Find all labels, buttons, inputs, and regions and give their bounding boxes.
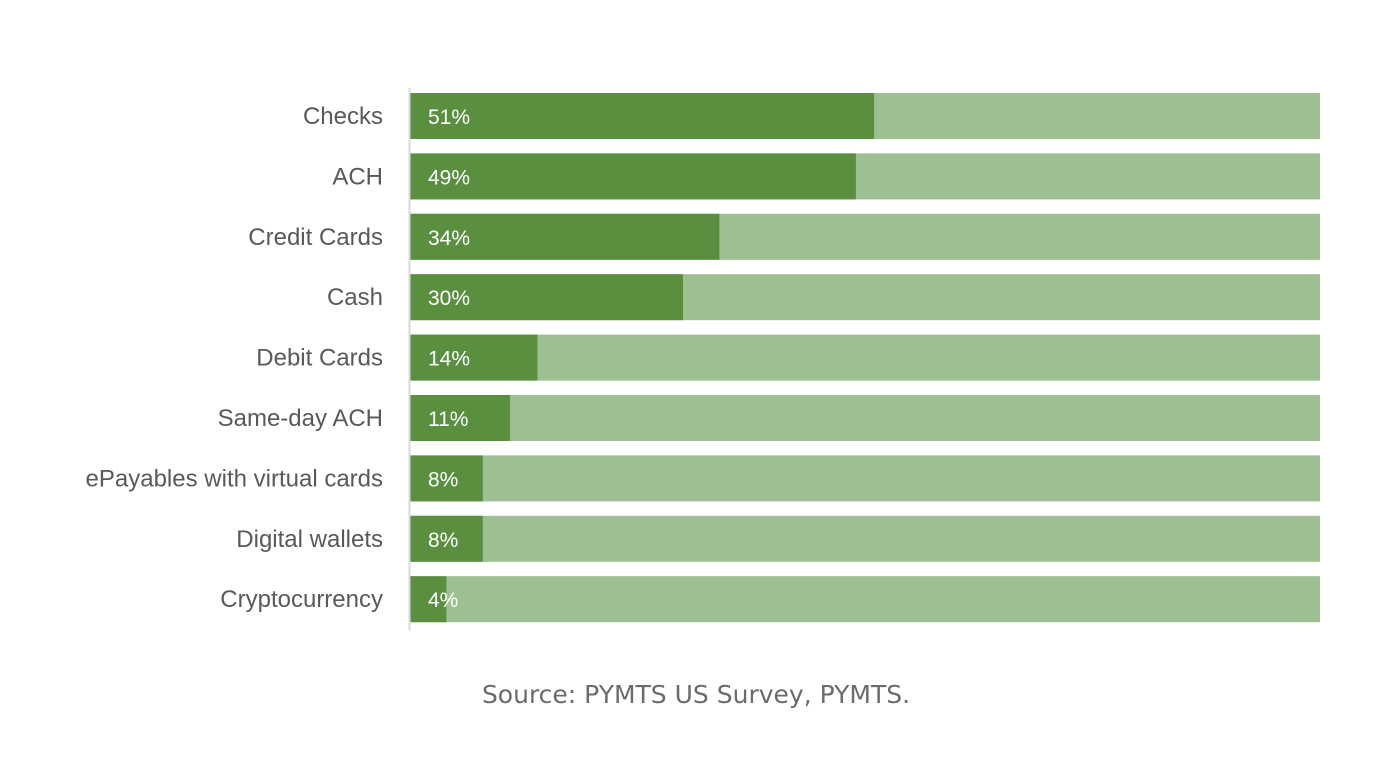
category-label: Debit Cards [256, 345, 383, 372]
bar [410, 576, 447, 623]
bar-remainder [410, 515, 1320, 562]
bar-remainder [410, 395, 1320, 441]
bar [410, 213, 720, 260]
category-label: Credit Cards [248, 224, 383, 251]
bar [410, 515, 483, 562]
category-label: Cryptocurrency [220, 586, 383, 613]
category-label: ePayables with virtual cards [86, 465, 383, 492]
data-label: 8% [428, 529, 458, 552]
category-label: ACH [332, 163, 383, 190]
data-label: 4% [428, 589, 458, 612]
bar [410, 455, 483, 502]
bar-remainder [410, 455, 1320, 502]
category-label: Checks [303, 103, 383, 130]
bar [410, 153, 856, 200]
bar-remainder [410, 576, 1320, 623]
category-label: Cash [327, 284, 383, 311]
data-label: 49% [428, 166, 470, 189]
data-label: 11% [428, 408, 468, 431]
bar [410, 93, 875, 139]
data-label: 14% [428, 348, 470, 371]
bar-remainder [410, 334, 1320, 381]
bar [410, 395, 511, 441]
data-label: 30% [428, 287, 470, 310]
category-label: Digital wallets [236, 526, 383, 553]
source-note: Source: PYMTS US Survey, PYMTS. [481, 680, 911, 709]
bar [410, 334, 538, 381]
category-label: Same-day ACH [218, 405, 383, 432]
data-label: 8% [428, 468, 458, 491]
bar [410, 274, 683, 321]
data-label: 51% [428, 106, 470, 129]
data-label: 34% [428, 227, 470, 250]
